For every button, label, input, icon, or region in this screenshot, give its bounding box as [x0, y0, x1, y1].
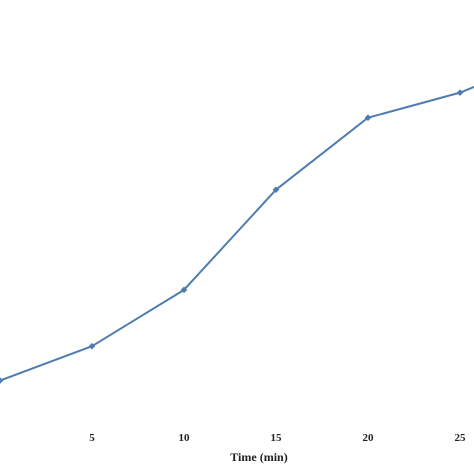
x-axis-title: Time (min) [230, 450, 287, 464]
x-axis-ticks: 5 10 15 20 25 [89, 432, 466, 444]
data-point-10 [180, 286, 188, 294]
data-point-20 [364, 114, 372, 121]
data-point-0 [0, 377, 4, 384]
x-tick-label-15: 15 [271, 432, 283, 444]
data-point-5 [88, 342, 96, 350]
data-point-15 [272, 186, 280, 193]
x-tick-label-25: 25 [455, 432, 467, 444]
x-tick-label-5: 5 [89, 432, 95, 444]
x-tick-label-10: 10 [179, 432, 191, 444]
data-point-25 [456, 89, 464, 96]
x-tick-label-20: 20 [363, 432, 375, 444]
series-line-0 [0, 85, 474, 382]
series-group [0, 85, 474, 384]
